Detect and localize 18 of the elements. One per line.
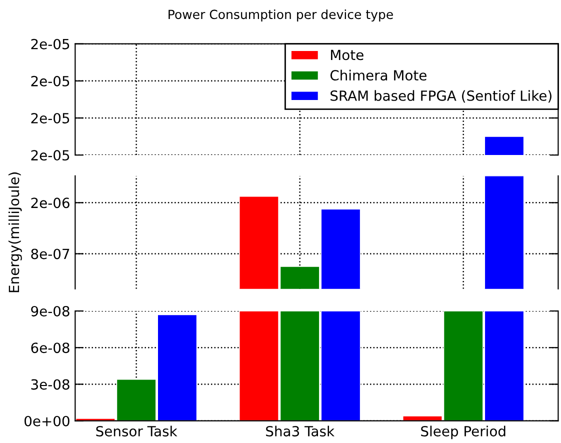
y-tick-label: 8e-07 xyxy=(31,248,70,260)
legend-label: Chimera Mote xyxy=(330,70,426,81)
chart-title: Power Consumption per device type xyxy=(168,9,393,22)
y-tick-label: 2e-05 xyxy=(31,150,70,161)
x-tick-label: Sleep Period xyxy=(421,426,506,440)
legend-label: SRAM based FPGA (Sentiof Like) xyxy=(330,90,552,103)
y-tick-label: 2e-05 xyxy=(31,112,70,124)
legend-label: Mote xyxy=(331,50,364,60)
y-tick-label: 0e+00 xyxy=(24,416,70,426)
y-tick-label: 2e-06 xyxy=(31,198,70,208)
y-tick-label: 6e-08 xyxy=(31,342,70,354)
y-tick-label: 2e-05 xyxy=(31,38,70,50)
y-tick-label: 2e-05 xyxy=(31,76,70,86)
y-axis-title: Energy(milliJoule) xyxy=(8,172,22,292)
x-tick-label: Sha3 Task xyxy=(266,426,334,436)
x-tick-label: Sensor Task xyxy=(96,426,178,436)
y-tick-label: 3e-08 xyxy=(31,379,70,390)
y-tick-label: 9e-08 xyxy=(31,306,70,316)
